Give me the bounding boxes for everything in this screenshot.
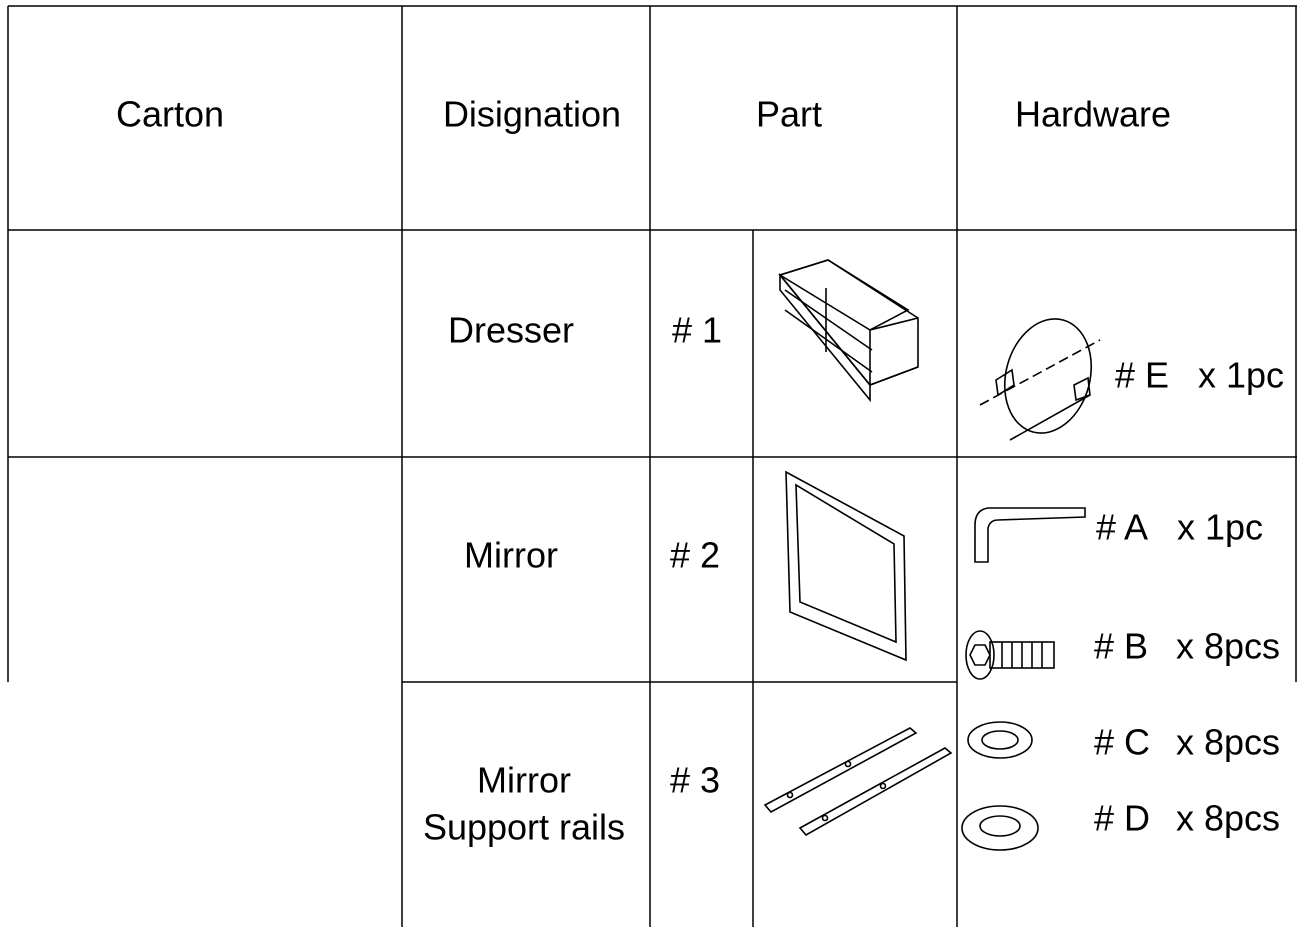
part-number: # 1 xyxy=(672,310,722,351)
table-grid xyxy=(7,5,1297,927)
split-washer-icon xyxy=(967,721,1033,759)
hardware-qty: x 1pc xyxy=(1198,355,1284,396)
designation: Dresser xyxy=(448,310,574,351)
mirror-bracket-icon xyxy=(979,318,1101,441)
header-cell: Hardware xyxy=(1015,94,1171,135)
dresser-icon xyxy=(778,259,919,403)
designation: Mirror xyxy=(464,535,558,576)
designation: Support rails xyxy=(423,807,625,848)
header-cell: Disignation xyxy=(443,94,621,135)
hardware-label: # D xyxy=(1094,798,1150,839)
header-cell: Part xyxy=(756,94,822,135)
hex-key-icon xyxy=(974,507,1086,563)
hardware-label: # E xyxy=(1115,355,1169,396)
bolt-icon xyxy=(965,630,1055,680)
part-number: # 2 xyxy=(670,535,720,576)
flat-washer-icon xyxy=(961,805,1039,851)
mirror-icon xyxy=(785,470,907,662)
hardware-qty: x 1pc xyxy=(1177,507,1263,548)
rails-icon xyxy=(763,727,953,837)
hardware-label: # B xyxy=(1094,626,1148,667)
hardware-qty: x 8pcs xyxy=(1176,722,1280,763)
part-number: # 3 xyxy=(670,760,720,801)
hardware-qty: x 8pcs xyxy=(1176,626,1280,667)
hardware-label: # C xyxy=(1094,722,1150,763)
designation: Mirror xyxy=(477,760,571,801)
header-cell: Carton xyxy=(116,94,224,135)
hardware-label: # A xyxy=(1096,507,1148,548)
hardware-qty: x 8pcs xyxy=(1176,798,1280,839)
